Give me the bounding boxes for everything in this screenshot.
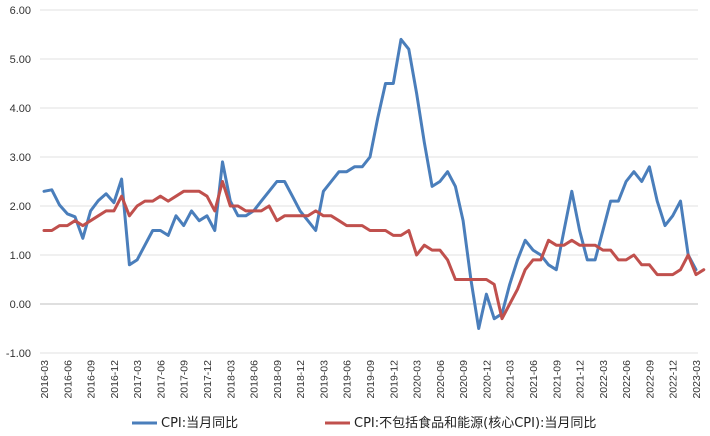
x-tick-label: 2022-03 <box>598 360 610 399</box>
x-tick-label: 2019-12 <box>388 360 400 399</box>
x-tick-label: 2020-06 <box>435 360 447 399</box>
x-tick-label: 2019-06 <box>342 360 354 399</box>
x-tick-label: 2021-03 <box>505 360 517 399</box>
x-tick-label: 2017-06 <box>155 360 167 399</box>
legend-label-core-cpi: CPI:不包括食品和能源(核心CPI):当月同比 <box>354 415 596 431</box>
x-tick-label: 2019-09 <box>365 360 377 399</box>
x-tick-label: 2022-06 <box>621 360 633 399</box>
x-tick-label: 2022-12 <box>668 360 680 399</box>
x-axis-ticks: 2016-03 2016-06 2016-09 2016-12 2017-03 2017-… <box>39 360 703 399</box>
x-tick-label: 2018-12 <box>295 360 307 399</box>
legend: CPI:当月同比 CPI:不包括食品和能源(核心CPI):当月同比 <box>132 415 596 431</box>
x-tick-label: 2021-09 <box>551 360 563 399</box>
y-tick-label: 0.00 <box>10 299 31 311</box>
gridlines <box>40 9 698 354</box>
y-tick-label: 6.00 <box>10 5 31 17</box>
x-tick-label: 2016-12 <box>109 360 121 399</box>
y-tick-label: 3.00 <box>10 152 31 164</box>
y-tick-label: -1.00 <box>6 348 31 360</box>
series-lines <box>42 37 706 330</box>
y-tick-label: 5.00 <box>10 54 31 66</box>
x-tick-label: 2019-03 <box>318 360 330 399</box>
x-tick-label: 2023-03 <box>691 360 703 399</box>
series-line-core-cpi <box>42 180 706 321</box>
x-tick-label: 2016-03 <box>39 360 51 399</box>
x-tick-label: 2021-12 <box>575 360 587 399</box>
x-tick-label: 2018-09 <box>272 360 284 399</box>
x-tick-label: 2018-03 <box>225 360 237 399</box>
y-axis-ticks: -1.00 0.00 1.00 2.00 3.00 4.00 5.00 6.00 <box>6 5 31 360</box>
y-tick-label: 4.00 <box>10 103 31 115</box>
x-tick-label: 2020-09 <box>458 360 470 399</box>
x-tick-label: 2017-09 <box>179 360 191 399</box>
x-tick-label: 2020-12 <box>481 360 493 399</box>
x-tick-label: 2020-03 <box>412 360 424 399</box>
x-tick-label: 2022-09 <box>644 360 656 399</box>
y-tick-label: 1.00 <box>10 250 31 262</box>
x-tick-label: 2017-03 <box>132 360 144 399</box>
legend-label-cpi: CPI:当月同比 <box>161 416 238 431</box>
y-tick-label: 2.00 <box>10 201 31 213</box>
x-tick-label: 2021-06 <box>528 360 540 399</box>
series-line-cpi <box>42 37 698 330</box>
x-tick-label: 2016-09 <box>86 360 98 399</box>
x-tick-label: 2016-06 <box>62 360 74 399</box>
x-tick-label: 2017-12 <box>202 360 214 399</box>
x-tick-label: 2018-06 <box>249 360 261 399</box>
